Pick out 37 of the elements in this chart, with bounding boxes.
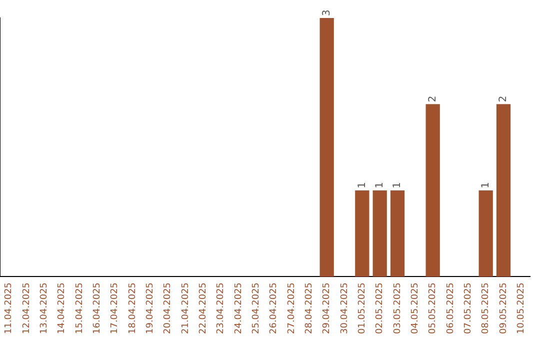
x-tick-label: 25.04.2025 <box>252 282 262 334</box>
x-tick-label: 30.04.2025 <box>340 282 350 334</box>
x-tick-label: 20.04.2025 <box>163 282 174 334</box>
data-label: 2 <box>427 96 438 102</box>
x-tick-label: 23.04.2025 <box>216 282 226 334</box>
data-label: 2 <box>498 96 510 102</box>
x-tick-label: 19.04.2025 <box>146 282 156 334</box>
x-tick-label: 17.04.2025 <box>110 282 120 334</box>
x-tick-label: 21.04.2025 <box>180 282 191 334</box>
x-tick-label: 29.04.2025 <box>322 282 332 334</box>
data-label: 1 <box>392 182 404 188</box>
x-tick-label: 01.05.2025 <box>358 282 368 334</box>
x-tick-label: 12.04.2025 <box>22 282 32 334</box>
x-tick-label: 05.05.2025 <box>428 282 438 334</box>
x-tick-label: 04.05.2025 <box>410 282 421 334</box>
x-tick-label: 14.04.2025 <box>57 282 68 334</box>
data-label: 3 <box>321 10 332 16</box>
x-tick-label: 11.04.2025 <box>4 282 14 334</box>
x-tick-label: 24.04.2025 <box>234 282 244 334</box>
x-tick-label: 18.04.2025 <box>128 282 138 334</box>
x-tick-label: 03.05.2025 <box>392 282 403 334</box>
x-tick-label: 13.04.2025 <box>40 282 50 334</box>
x-tick-label: 02.05.2025 <box>375 282 386 334</box>
x-tick-label: 16.04.2025 <box>92 282 103 334</box>
x-tick-label: 27.04.2025 <box>286 282 297 334</box>
x-tick-label: 09.05.2025 <box>498 282 509 334</box>
x-tick-label: 08.05.2025 <box>481 282 492 334</box>
x-tick-label: 07.05.2025 <box>464 282 474 334</box>
x-tick-label: 22.04.2025 <box>198 282 209 334</box>
x-tick-label: 28.04.2025 <box>304 282 315 334</box>
data-label: 1 <box>374 182 386 188</box>
x-tick-label: 06.05.2025 <box>446 282 456 334</box>
x-tick-label: 10.05.2025 <box>516 282 527 334</box>
x-tick-label: 26.04.2025 <box>269 282 280 334</box>
data-label: 1 <box>356 182 368 188</box>
x-tick-label: 15.04.2025 <box>74 282 85 334</box>
data-label: 1 <box>480 182 492 188</box>
